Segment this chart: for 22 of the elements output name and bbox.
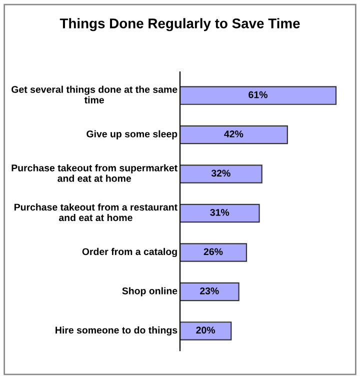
y-tick-label: Purchase takeout from supermarket and eat at home: [12, 164, 178, 182]
y-tick-label: Order from a catalog: [82, 248, 177, 258]
bar: [180, 125, 288, 144]
bar: [180, 204, 260, 223]
y-tick-label: Give up some sleep: [86, 130, 178, 140]
data-label: 31%: [210, 208, 230, 216]
y-tick-label: Shop online: [122, 287, 178, 296]
data-label: 20%: [196, 326, 216, 334]
bar: [180, 243, 248, 262]
bar: [180, 282, 240, 302]
y-tick-label: Purchase takeout from a restaurant and eat at home: [14, 203, 178, 222]
bar: [180, 322, 232, 340]
y-tick-label: Hire someone to do things: [56, 326, 178, 336]
chart-title: Things Done Regularly to Save Time: [60, 18, 300, 32]
data-label: 61%: [248, 91, 268, 98]
data-label: 42%: [224, 130, 244, 138]
y-tick-label: Get several things done at the same time: [12, 86, 178, 104]
bar: [180, 86, 337, 105]
data-label: 32%: [211, 170, 230, 177]
data-label: 23%: [200, 287, 219, 294]
data-label: 26%: [204, 248, 223, 256]
bar: [180, 164, 262, 184]
